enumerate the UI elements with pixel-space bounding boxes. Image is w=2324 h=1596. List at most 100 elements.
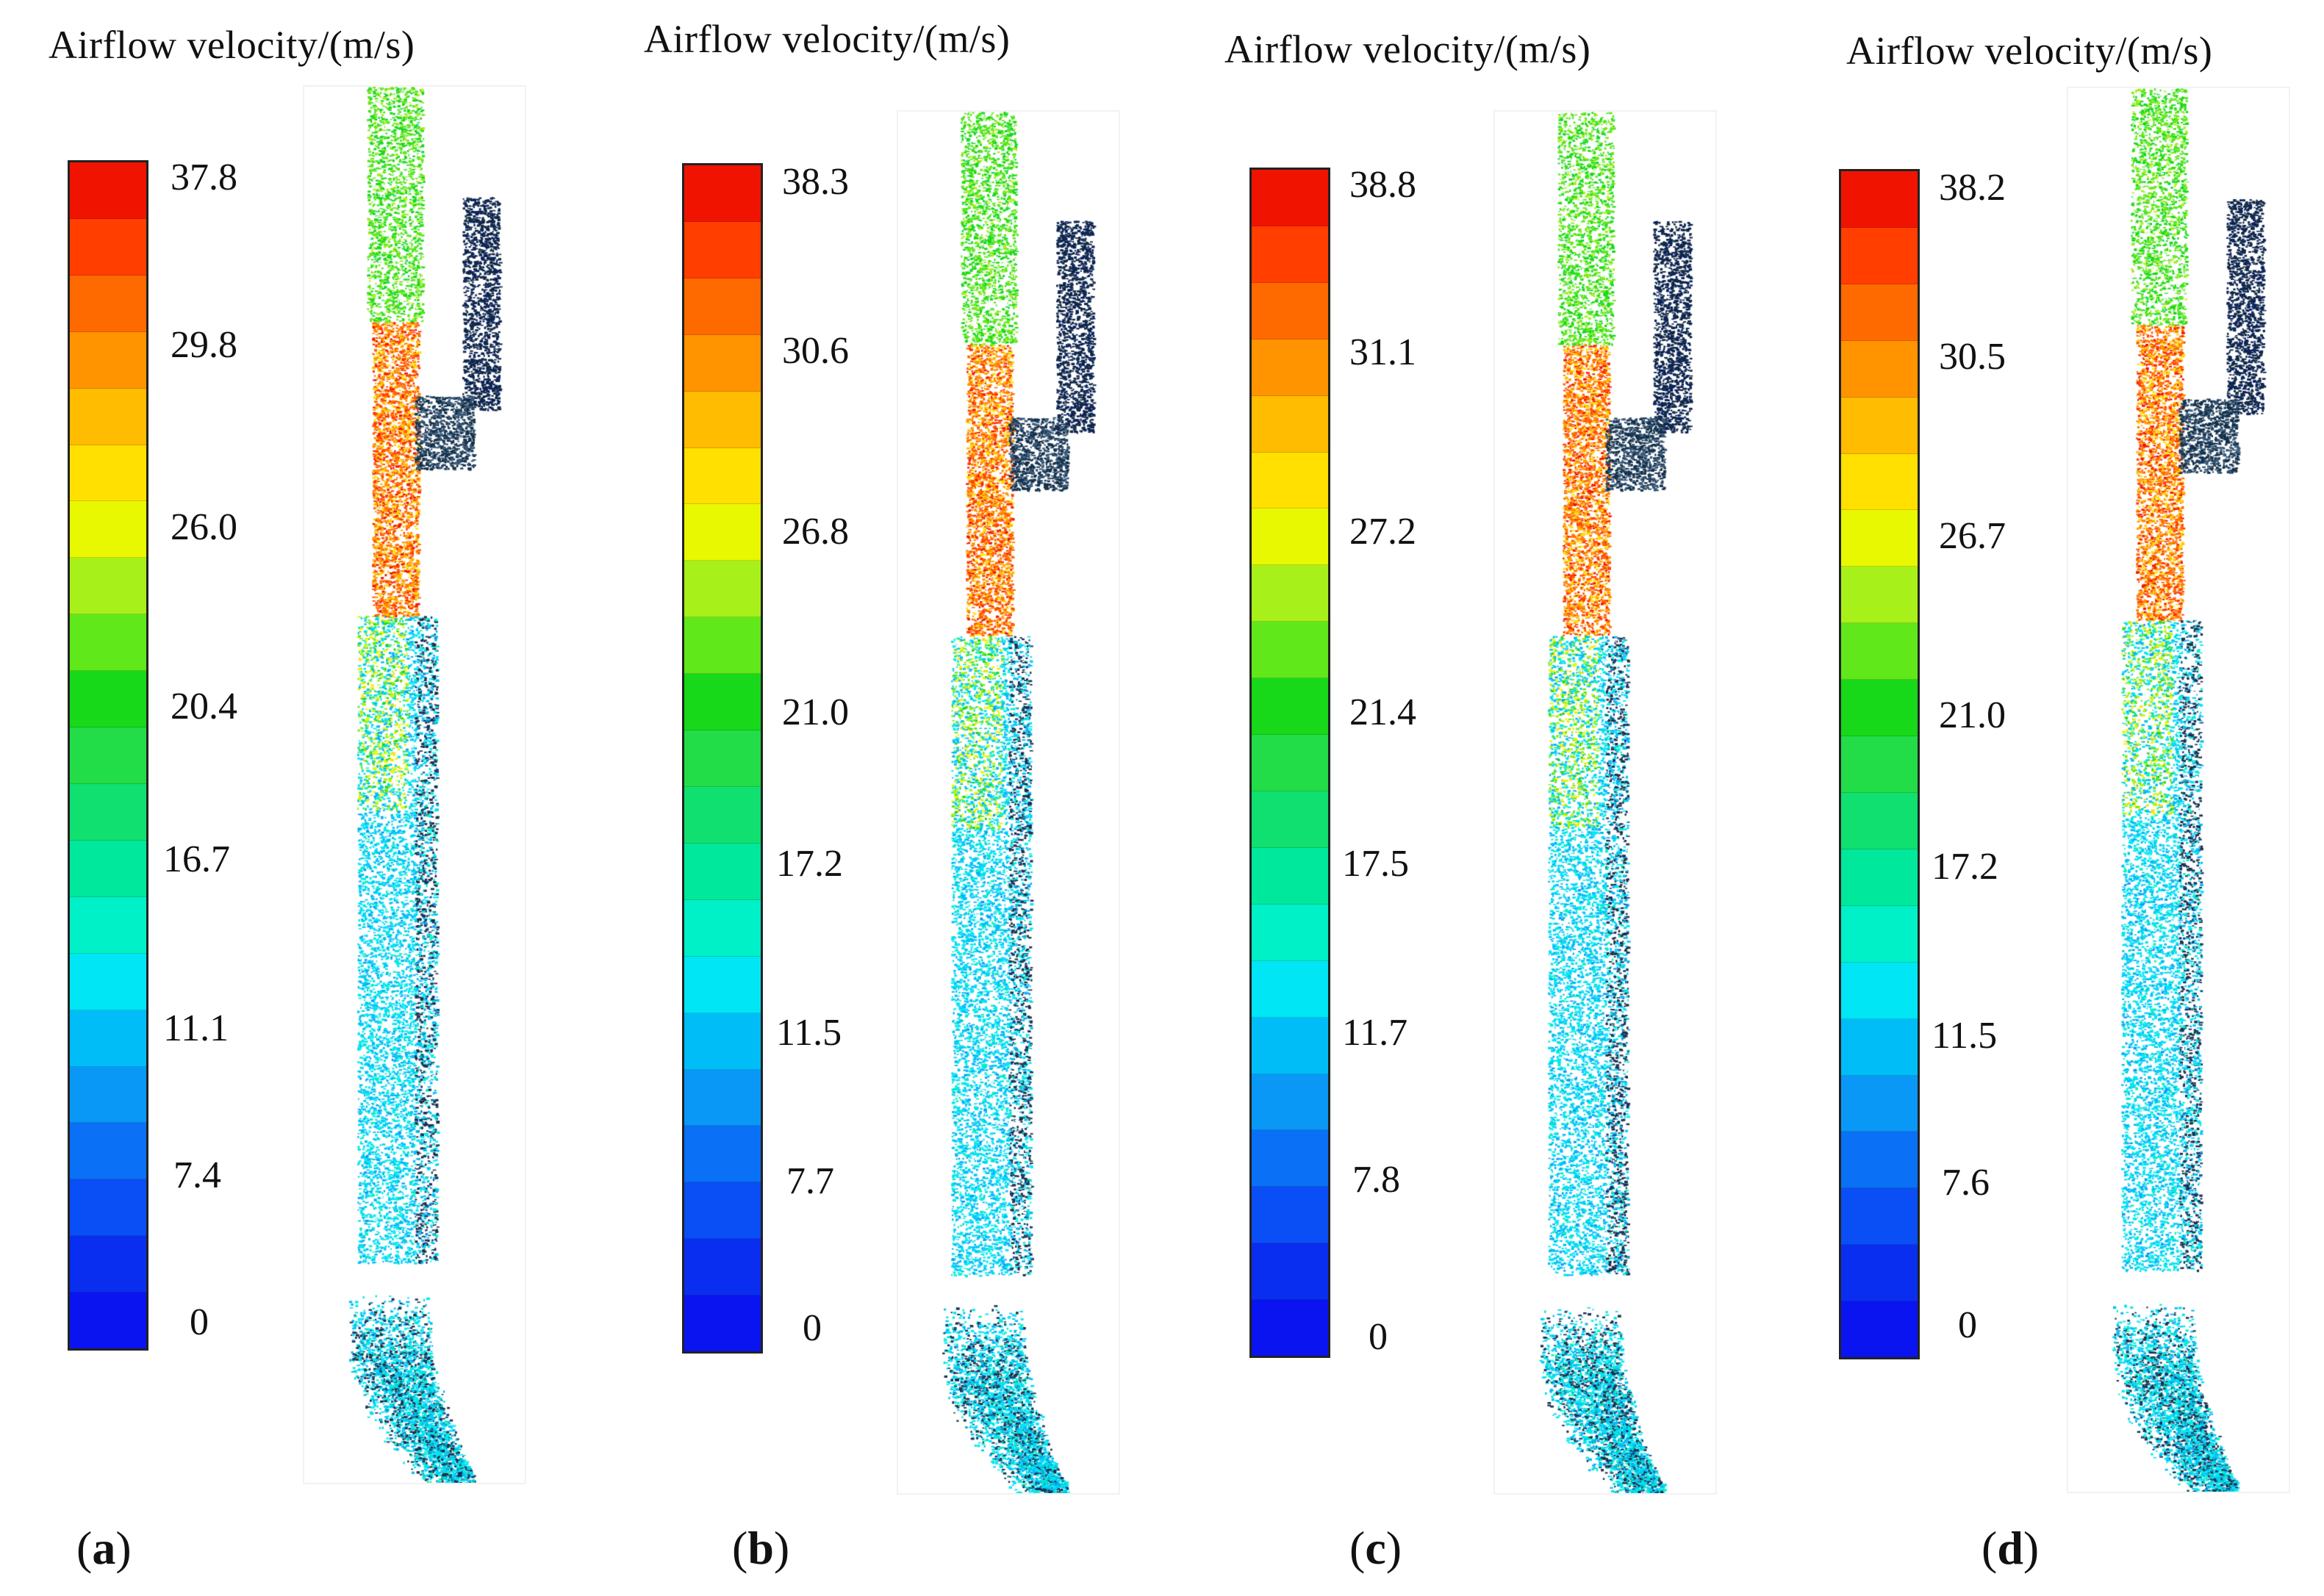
color-band bbox=[1841, 1075, 1918, 1132]
color-band bbox=[1252, 847, 1328, 905]
tick-label: 17.2 bbox=[1932, 846, 1998, 888]
color-band bbox=[70, 388, 146, 445]
tick-label: 38.3 bbox=[782, 161, 849, 203]
tick-label: 7.7 bbox=[786, 1160, 834, 1202]
color-band bbox=[1841, 171, 1918, 228]
tick-label: 21.4 bbox=[1349, 691, 1416, 733]
color-band bbox=[684, 447, 761, 505]
tick-label: 30.6 bbox=[782, 330, 849, 372]
color-band bbox=[1841, 962, 1918, 1019]
color-band bbox=[1252, 452, 1328, 509]
color-band bbox=[1841, 567, 1918, 624]
color-scale-bar bbox=[682, 163, 763, 1354]
color-band bbox=[1252, 678, 1328, 736]
color-band bbox=[1841, 623, 1918, 680]
color-band bbox=[1841, 1188, 1918, 1245]
tick-label: 7.8 bbox=[1352, 1159, 1400, 1201]
tick-label: 11.7 bbox=[1342, 1012, 1408, 1054]
tick-label: 0 bbox=[1369, 1316, 1388, 1358]
color-band bbox=[70, 671, 146, 728]
color-band bbox=[70, 162, 146, 219]
color-band bbox=[1841, 680, 1918, 737]
color-band bbox=[70, 840, 146, 897]
color-band bbox=[1252, 622, 1328, 679]
color-band bbox=[684, 221, 761, 278]
color-band bbox=[1252, 170, 1328, 226]
tick-label: 26.7 bbox=[1939, 515, 2006, 557]
tick-label: 21.0 bbox=[782, 691, 849, 733]
panel-d: Airflow velocity/(m/s) 38.2 30.5 26.7 21… bbox=[1764, 0, 2324, 1596]
tick-label: 0 bbox=[1958, 1304, 1977, 1346]
panel-b: Airflow velocity/(m/s) 38.3 30.6 26.8 21… bbox=[588, 0, 1169, 1596]
tick-label: 16.7 bbox=[163, 838, 230, 880]
color-band bbox=[1841, 736, 1918, 793]
airflow-simulation-plot bbox=[1493, 110, 1717, 1495]
color-band bbox=[70, 727, 146, 784]
color-band bbox=[684, 956, 761, 1013]
color-band bbox=[684, 391, 761, 448]
color-band bbox=[684, 1069, 761, 1126]
colorbar-title: Airflow velocity/(m/s) bbox=[49, 23, 415, 67]
color-band bbox=[1841, 227, 1918, 284]
color-band bbox=[70, 275, 146, 332]
tick-label: 17.5 bbox=[1342, 843, 1409, 885]
color-band bbox=[70, 1010, 146, 1067]
tick-label: 31.1 bbox=[1349, 331, 1416, 373]
color-band bbox=[684, 786, 761, 844]
subfigure-label: (b) bbox=[732, 1522, 790, 1574]
color-band bbox=[1841, 1018, 1918, 1076]
color-band bbox=[1252, 791, 1328, 848]
color-band bbox=[1841, 1132, 1918, 1189]
colorbar-title: Airflow velocity/(m/s) bbox=[1846, 29, 2213, 73]
color-band bbox=[1252, 565, 1328, 622]
tick-label: 7.4 bbox=[173, 1154, 221, 1196]
color-band bbox=[1252, 1300, 1328, 1356]
colorbar-title: Airflow velocity/(m/s) bbox=[1224, 27, 1591, 71]
color-band bbox=[70, 953, 146, 1010]
color-band bbox=[70, 501, 146, 558]
color-band bbox=[684, 334, 761, 392]
panel-a: Airflow velocity/(m/s) 37.8 29.8 26.0 20… bbox=[0, 0, 581, 1596]
color-band bbox=[1841, 905, 1918, 963]
tick-label: 38.8 bbox=[1349, 164, 1416, 206]
color-band bbox=[1252, 1187, 1328, 1244]
color-band bbox=[1841, 792, 1918, 849]
tick-label: 26.8 bbox=[782, 511, 849, 553]
color-band bbox=[70, 614, 146, 672]
tick-label: 30.5 bbox=[1939, 336, 2006, 378]
color-band bbox=[1252, 1130, 1328, 1187]
velocity-field bbox=[304, 87, 525, 1483]
color-band bbox=[1252, 282, 1328, 339]
color-band bbox=[1841, 849, 1918, 906]
color-band bbox=[684, 504, 761, 561]
airflow-simulation-plot bbox=[303, 85, 526, 1484]
color-band bbox=[684, 617, 761, 675]
color-band bbox=[70, 1179, 146, 1237]
color-band bbox=[70, 558, 146, 615]
velocity-field bbox=[898, 112, 1119, 1493]
color-band bbox=[1841, 1301, 1918, 1357]
subfigure-label: (a) bbox=[76, 1522, 132, 1574]
color-band bbox=[70, 218, 146, 276]
color-band bbox=[1252, 226, 1328, 283]
color-band bbox=[70, 1123, 146, 1180]
airflow-simulation-plot bbox=[2067, 87, 2290, 1493]
color-band bbox=[684, 1295, 761, 1351]
color-band bbox=[684, 278, 761, 335]
color-band bbox=[684, 1126, 761, 1183]
color-band bbox=[1841, 510, 1918, 567]
color-band bbox=[684, 899, 761, 957]
color-scale-bar bbox=[1249, 168, 1330, 1358]
color-band bbox=[1841, 284, 1918, 341]
color-band bbox=[684, 1013, 761, 1070]
color-band bbox=[1252, 960, 1328, 1018]
color-band bbox=[684, 674, 761, 731]
color-band bbox=[1252, 508, 1328, 566]
tick-label: 26.0 bbox=[171, 506, 237, 548]
velocity-field bbox=[1495, 112, 1715, 1493]
panel-c: Airflow velocity/(m/s) 38.8 31.1 27.2 21… bbox=[1176, 0, 1757, 1596]
tick-label: 0 bbox=[190, 1301, 209, 1343]
tick-label: 7.6 bbox=[1942, 1162, 1990, 1204]
color-band bbox=[70, 445, 146, 502]
color-band bbox=[1252, 1074, 1328, 1131]
